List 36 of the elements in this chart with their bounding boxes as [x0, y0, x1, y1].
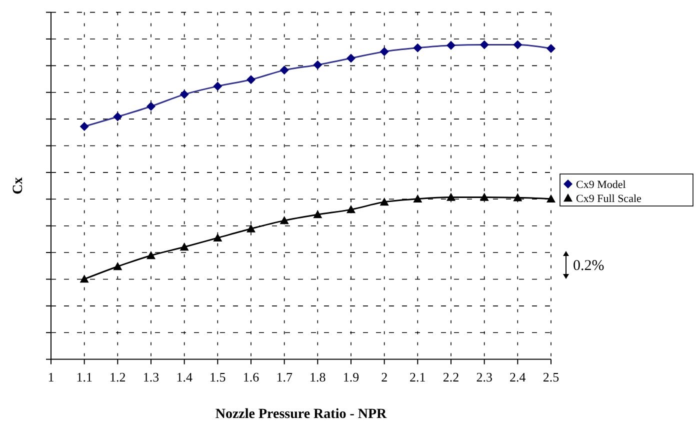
point	[246, 224, 256, 232]
legend-label: Cx9 Full Scale	[576, 193, 642, 205]
x-tick-label: 2.1	[410, 369, 426, 384]
point	[446, 192, 456, 201]
x-tick-label: 1.8	[310, 369, 326, 384]
x-tick-label: 2.2	[442, 369, 460, 384]
point	[480, 192, 489, 201]
point	[180, 242, 189, 251]
x-tick-label: 1.9	[342, 369, 360, 384]
x-tick-label: 1.7	[276, 369, 293, 384]
x-axis-title: Nozzle Pressure Ratio - NPR	[215, 407, 388, 422]
x-tick-label: 2.4	[510, 369, 526, 384]
x-tick-label: 1.6	[242, 369, 260, 384]
x-tick-label: 1.2	[110, 369, 126, 384]
x-tick-label: 2.5	[542, 369, 560, 384]
point	[546, 194, 556, 202]
x-tick-label: 1.3	[142, 369, 160, 384]
point	[380, 198, 389, 206]
x-tick-label: 2	[381, 369, 388, 384]
point	[113, 262, 122, 270]
point	[413, 194, 422, 202]
point	[213, 233, 222, 242]
point	[313, 210, 322, 218]
x-tick-label: 1.5	[210, 369, 226, 384]
point	[346, 205, 356, 214]
x-tick-label: 2.3	[476, 369, 492, 384]
point	[146, 250, 156, 260]
x-tick-label: 1	[48, 369, 54, 384]
x-tick-label: 1.1	[76, 369, 92, 384]
x-tick-label: 1.4	[176, 369, 193, 384]
point	[513, 193, 522, 202]
point	[280, 216, 289, 224]
y-axis-title: Cx	[11, 177, 26, 194]
legend-label: Cx9 Model	[576, 179, 626, 191]
text: 0.2%	[573, 258, 604, 274]
point	[80, 274, 89, 283]
